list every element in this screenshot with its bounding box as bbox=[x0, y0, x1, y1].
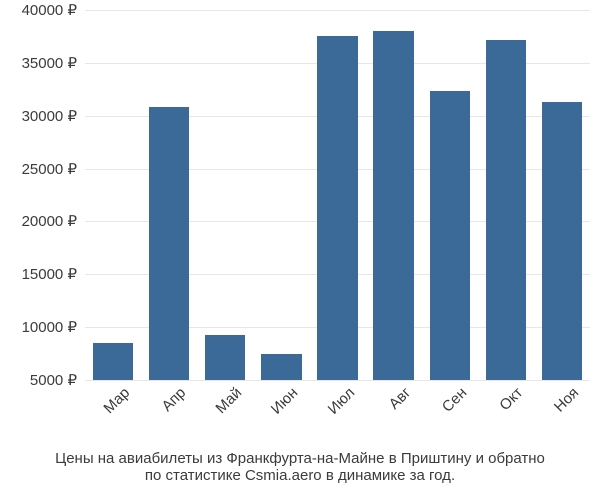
y-tick-label: 20000 ₽ bbox=[22, 212, 85, 230]
bar bbox=[317, 36, 357, 380]
bar bbox=[542, 102, 582, 380]
price-chart: 5000 ₽ 10000 ₽ 15000 ₽ 20000 ₽ 25000 ₽ 30000 … bbox=[0, 0, 600, 500]
y-tick-label: 35000 ₽ bbox=[22, 54, 85, 72]
y-tick-label: 10000 ₽ bbox=[22, 318, 85, 336]
grid-line bbox=[85, 10, 590, 11]
chart-caption: Цены на авиабилеты из Франкфурта-на-Майн… bbox=[0, 450, 600, 484]
y-tick-label: 5000 ₽ bbox=[30, 371, 85, 389]
bar bbox=[373, 31, 413, 380]
bar bbox=[205, 335, 245, 380]
grid-line bbox=[85, 380, 590, 381]
bar bbox=[149, 107, 189, 380]
caption-line-2: по статистике Csmia.aero в динамике за г… bbox=[0, 467, 600, 484]
caption-line-1: Цены на авиабилеты из Франкфурта-на-Майн… bbox=[0, 450, 600, 467]
bar bbox=[430, 91, 470, 380]
y-tick-label: 30000 ₽ bbox=[22, 107, 85, 125]
y-tick-label: 40000 ₽ bbox=[22, 1, 85, 19]
bar bbox=[261, 354, 301, 380]
y-tick-label: 15000 ₽ bbox=[22, 265, 85, 283]
bar bbox=[93, 343, 133, 380]
plot-area: 5000 ₽10000 ₽15000 ₽20000 ₽25000 ₽30000 … bbox=[85, 10, 590, 380]
y-tick-label: 25000 ₽ bbox=[22, 160, 85, 178]
bar bbox=[486, 40, 526, 380]
